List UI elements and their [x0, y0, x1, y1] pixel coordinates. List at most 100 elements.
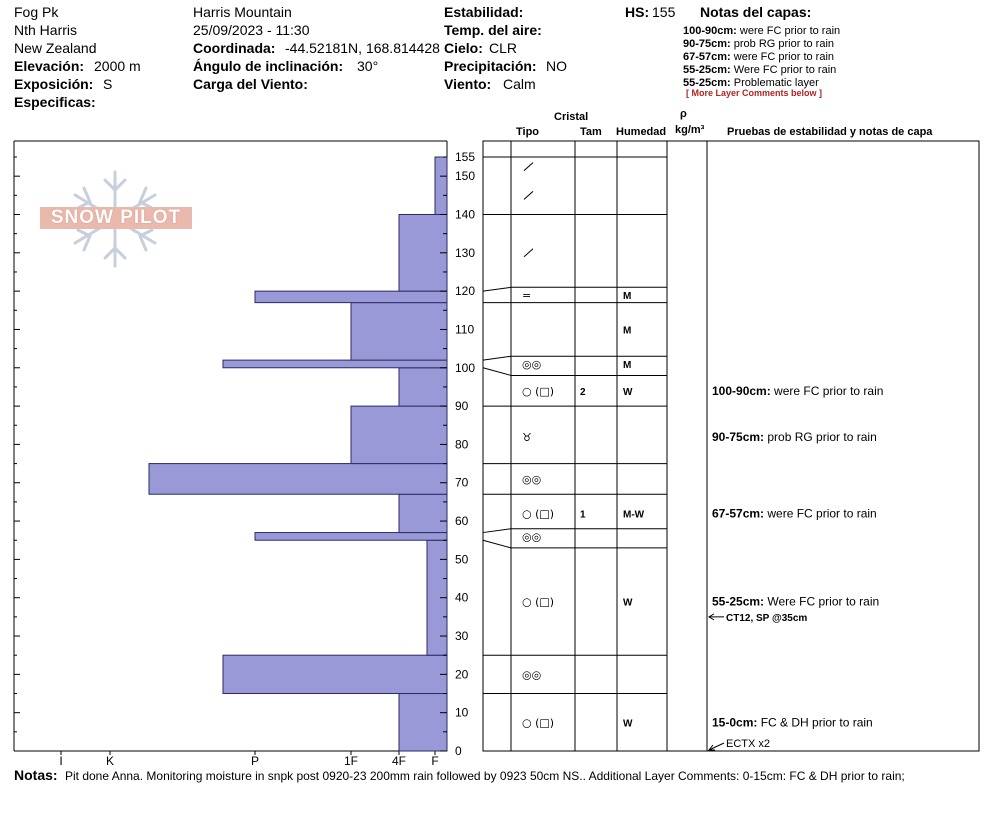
grain-type-symbol: ◎◎ — [522, 668, 541, 681]
aspect-label: Exposición: — [14, 76, 94, 92]
specifics-label: Especificas: — [14, 94, 96, 110]
notes-label: Notas: — [14, 767, 58, 783]
precipitation-value: NO — [546, 58, 567, 74]
layer-note: 100-90cm: were FC prior to rain — [683, 25, 841, 37]
hardness-bar — [254, 532, 448, 541]
moisture-value: M — [623, 360, 631, 371]
grain-type-symbol: ♉ — [522, 431, 532, 444]
hardness-bars — [148, 156, 448, 752]
air-temp-label: Temp. del aire: — [444, 22, 542, 38]
grain-forms-slash-icon — [523, 162, 534, 171]
size-header: Tam — [580, 126, 602, 138]
hardness-bar — [350, 302, 448, 361]
test-result: ECTX x2 — [726, 738, 770, 750]
grain-type-symbol: ○ (□) — [522, 716, 554, 729]
layer-connector-line — [482, 528, 512, 534]
stability-notes: 100-90cm: were FC prior to rain 90-75cm: … — [707, 384, 883, 751]
layer-note: 90-75cm: prob RG prior to rain — [683, 38, 835, 50]
moisture-value: W — [623, 598, 633, 609]
layer-connector-line — [482, 539, 512, 549]
moisture-value: M — [623, 325, 631, 336]
layer-note: 55-25cm: Were FC prior to rain — [683, 64, 837, 76]
depth-tick-label: 130 — [455, 246, 475, 260]
layer-connector-line — [482, 286, 512, 292]
grain-size-value: 2 — [580, 387, 586, 398]
depth-tick-label: 80 — [455, 437, 469, 451]
stability-note: 67-57cm: were FC prior to rain — [712, 506, 877, 520]
sky-value: CLR — [489, 40, 518, 56]
moisture-header: Humedad — [616, 126, 667, 138]
wind-load-label: Carga del Viento: — [193, 76, 308, 92]
moisture-value: M — [623, 291, 631, 302]
tests-header: Pruebas de estabilidad y notas de capa — [727, 126, 933, 138]
hs-value: 155 — [652, 4, 676, 20]
depth-tick-label: 40 — [455, 591, 469, 605]
grain-type-symbol: ◎◎ — [522, 530, 541, 543]
hardness-tick-label: I — [59, 754, 62, 768]
hardness-bar — [434, 156, 448, 215]
date-time: 25/09/2023 - 11:30 — [193, 22, 310, 38]
hardness-bar — [222, 654, 448, 695]
stability-note: 90-75cm: prob RG prior to rain — [712, 430, 877, 444]
aspect-value: S — [103, 76, 113, 92]
depth-tick-label: 50 — [455, 552, 469, 566]
hardness-bar — [222, 359, 448, 369]
layer-cells: = M M ◎◎ M ○ (□) 2 W ♉ ◎◎ ○ (□) 1 M-W ◎◎ ○ (□) W ◎◎ ○ (□)… — [522, 162, 645, 729]
depth-tick-label: 70 — [455, 476, 469, 490]
hs-label: HS: — [625, 4, 650, 20]
layer-note: 67-57cm: were FC prior to rain — [683, 51, 835, 63]
moisture-value: M-W — [623, 509, 645, 520]
density-unit-header: kg/m³ — [675, 124, 705, 136]
area-name: Nth Harris — [14, 22, 78, 38]
slope-angle-label: Ángulo de inclinación: — [193, 58, 344, 74]
hardness-tick-label: 1F — [344, 754, 358, 768]
coordinate-value: -44.52181N, 168.814428 — [285, 40, 440, 56]
hardness-tick-label: K — [106, 754, 114, 768]
layer-connector-line — [482, 367, 512, 376]
wind-label: Viento: — [444, 76, 492, 92]
hardness-bar — [254, 290, 448, 304]
depth-tick-label: 150 — [455, 169, 475, 183]
precipitation-label: Precipitación: — [444, 58, 537, 74]
depth-tick-label: 120 — [455, 284, 475, 298]
layer-notes-title: Notas del capas: — [700, 4, 812, 20]
layer-connector-line — [482, 355, 512, 361]
grain-forms-slash-icon — [523, 190, 534, 200]
hardness-bar — [398, 493, 448, 534]
depth-tick-label: 0 — [455, 744, 462, 758]
grain-type-symbol: ○ (□) — [522, 596, 554, 609]
moisture-value: W — [623, 387, 633, 398]
depth-tick-label: 10 — [455, 706, 469, 720]
hardness-bar — [398, 367, 448, 407]
hardness-bar — [148, 463, 448, 495]
stability-note: 100-90cm: were FC prior to rain — [712, 384, 883, 398]
depth-tick-label: 110 — [455, 322, 474, 336]
snowpilot-logo: SNOW PILOT — [40, 207, 192, 229]
hardness-tick-label: P — [251, 754, 259, 768]
depth-tick-label: 20 — [455, 667, 469, 681]
depth-tick-label: 30 — [455, 629, 469, 643]
coordinate-label: Coordinada: — [193, 40, 276, 56]
range-name: Harris Mountain — [193, 4, 292, 20]
test-arrowhead-icon — [708, 613, 715, 621]
hardness-bar — [398, 213, 448, 292]
grain-type-symbol: ◎◎ — [522, 358, 541, 371]
notes-text: Pit done Anna. Monitoring moisture in sn… — [65, 769, 905, 783]
more-layer-comments-link[interactable]: [ More Layer Comments below ] — [686, 88, 823, 98]
test-result: CT12, SP @35cm — [726, 613, 807, 624]
depth-tick-label: 100 — [455, 361, 475, 375]
hardness-tick-label: 4F — [392, 754, 406, 768]
test-arrowhead-icon — [707, 744, 715, 751]
grain-type-symbol: ○ (□) — [522, 507, 554, 520]
hardness-bar — [350, 405, 448, 465]
crystal-header: Cristal — [554, 111, 589, 123]
wind-value: Calm — [503, 76, 536, 92]
country-name: New Zealand — [14, 40, 97, 56]
depth-tick-label: 60 — [455, 514, 469, 528]
depth-tick-label: 140 — [455, 207, 475, 221]
test-arrow-icon — [708, 742, 725, 751]
peak-name: Fog Pk — [14, 4, 59, 20]
moisture-value: W — [623, 718, 633, 729]
grain-type-symbol: = — [522, 289, 531, 302]
